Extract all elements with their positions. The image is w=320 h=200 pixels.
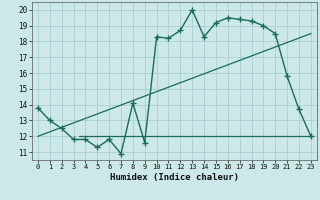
X-axis label: Humidex (Indice chaleur): Humidex (Indice chaleur) <box>110 173 239 182</box>
